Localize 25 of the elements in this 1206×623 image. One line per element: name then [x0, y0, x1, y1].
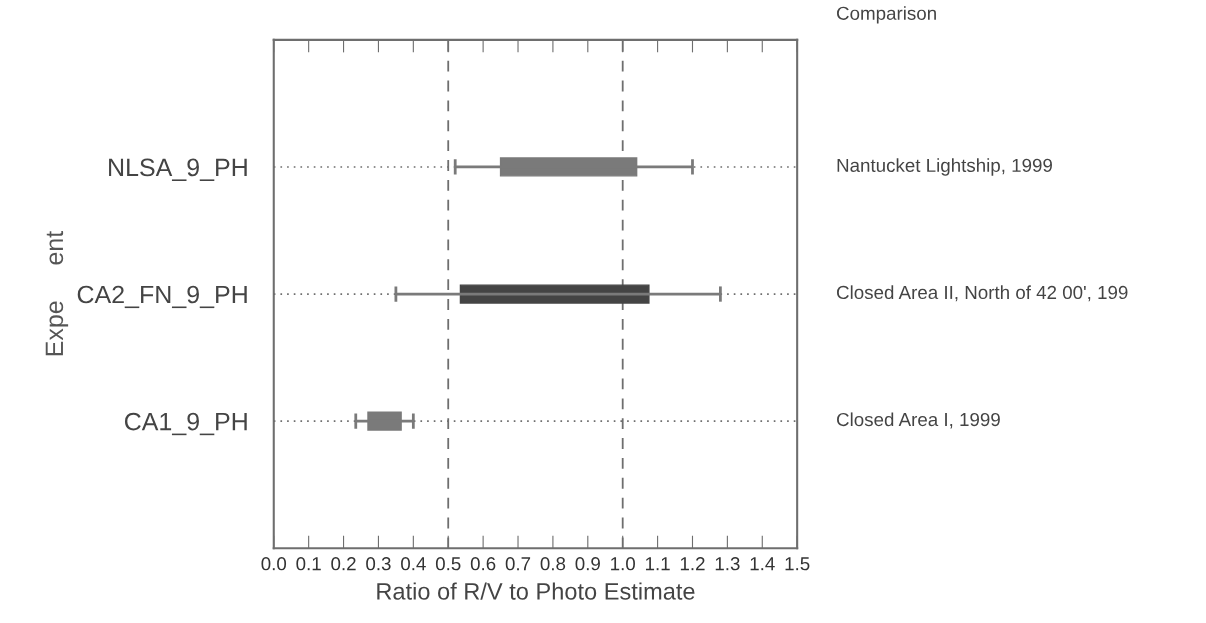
y-tick-label: CA1_9_PH: [124, 412, 247, 436]
x-tick-label: 0.3: [366, 557, 391, 571]
y2-tick-label: Closed Area II, North of 42 00', 199: [837, 285, 1128, 302]
x-axis-title: Ratio of R/V to Photo Estimate: [377, 582, 695, 600]
x-tick-label: 0.1: [296, 557, 321, 571]
y2-tick-label: Closed Area I, 1999: [837, 412, 1000, 429]
y2-tick-label: Nantucket Lightship, 1999: [837, 158, 1052, 176]
x-tick-label: 0.6: [470, 557, 496, 571]
x-tick-label: 0.4: [401, 557, 426, 571]
x-tick-label: 1.4: [750, 557, 775, 571]
y-tick-label: CA2_FN_9_PH: [77, 285, 247, 309]
x-tick-label: 1.0: [611, 557, 635, 571]
x-tick-label: 0.7: [505, 557, 531, 571]
x-tick-label: 1.3: [715, 557, 740, 571]
x-tick-label: 0.5: [435, 557, 461, 571]
x-tick-label: 0.8: [540, 557, 566, 571]
x-tick-label: 0.9: [575, 557, 600, 571]
y2-axis-title: Comparison: [837, 6, 936, 24]
x-tick-label: 1.5: [785, 557, 810, 571]
y-tick-label: NLSA_9_PH: [109, 158, 247, 181]
x-tick-label: 0.0: [261, 557, 287, 571]
x-tick-label: 1.1: [645, 557, 670, 571]
x-tick-label: 0.2: [331, 557, 356, 571]
y-axis-title: Expe ent: [45, 231, 69, 356]
x-tick-label: 1.2: [680, 557, 705, 571]
